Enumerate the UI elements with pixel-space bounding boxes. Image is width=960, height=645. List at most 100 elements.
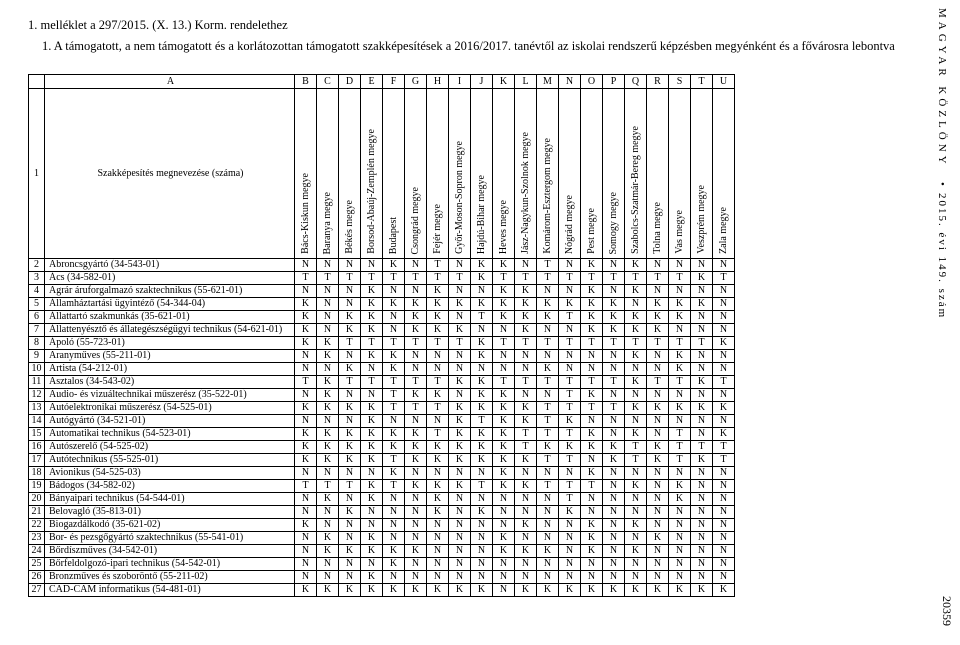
value-cell: K (361, 324, 383, 337)
col-letter: B (295, 75, 317, 89)
value-cell: T (493, 337, 515, 350)
value-cell: K (295, 428, 317, 441)
value-cell: K (339, 402, 361, 415)
value-cell: K (713, 584, 735, 597)
value-cell: K (383, 259, 405, 272)
value-cell: K (317, 493, 339, 506)
value-cell: K (471, 376, 493, 389)
value-cell: N (427, 571, 449, 584)
value-cell: N (603, 363, 625, 376)
value-cell: K (405, 584, 427, 597)
value-cell: N (405, 519, 427, 532)
value-cell: N (669, 259, 691, 272)
value-cell: N (361, 467, 383, 480)
value-cell: N (559, 324, 581, 337)
value-cell: K (537, 584, 559, 597)
value-cell: N (493, 519, 515, 532)
value-cell: K (647, 311, 669, 324)
qualification-name: Autógyártó (34-521-01) (45, 415, 295, 428)
value-cell: K (405, 454, 427, 467)
value-cell: K (361, 285, 383, 298)
value-cell: N (603, 558, 625, 571)
value-cell: T (625, 441, 647, 454)
value-cell: K (669, 298, 691, 311)
value-cell: K (405, 428, 427, 441)
value-cell: T (295, 376, 317, 389)
value-cell: N (691, 415, 713, 428)
qualification-name: Autóelektronikai műszerész (54-525-01) (45, 402, 295, 415)
qualification-name: Abroncsgyártó (34-543-01) (45, 259, 295, 272)
value-cell: N (339, 519, 361, 532)
value-cell: T (361, 272, 383, 285)
value-cell: K (361, 350, 383, 363)
value-cell: K (339, 454, 361, 467)
value-cell: K (339, 441, 361, 454)
value-cell: N (471, 519, 493, 532)
col-letter: G (405, 75, 427, 89)
value-cell: K (471, 272, 493, 285)
value-cell: N (669, 467, 691, 480)
value-cell: N (295, 259, 317, 272)
table-row: 15Automatikai technikus (54-523-01)KKKKK… (29, 428, 735, 441)
table-row: 16Autószerelő (54-525-02)KKKKKKKKKKTKKKK… (29, 441, 735, 454)
value-cell: K (647, 441, 669, 454)
value-cell: N (295, 415, 317, 428)
value-cell: T (471, 415, 493, 428)
value-cell: N (515, 363, 537, 376)
col-letter: K (493, 75, 515, 89)
col-header: Fejér megye (432, 204, 444, 254)
value-cell: K (449, 480, 471, 493)
value-cell: N (361, 558, 383, 571)
value-cell: K (581, 519, 603, 532)
value-cell: N (449, 350, 471, 363)
value-cell: K (427, 298, 449, 311)
value-cell: T (339, 272, 361, 285)
value-cell: K (493, 532, 515, 545)
value-cell: N (537, 324, 559, 337)
qualification-name: CAD-CAM informatikus (54-481-01) (45, 584, 295, 597)
value-cell: N (625, 389, 647, 402)
col-header: Baranya megye (322, 192, 334, 254)
value-cell: K (317, 337, 339, 350)
value-cell: N (383, 415, 405, 428)
value-cell: N (603, 467, 625, 480)
value-cell: N (647, 519, 669, 532)
value-cell: N (625, 493, 647, 506)
value-cell: N (559, 363, 581, 376)
value-cell: N (317, 324, 339, 337)
col-header: Tolna megye (652, 202, 664, 254)
value-cell: N (515, 350, 537, 363)
value-cell: K (603, 311, 625, 324)
value-cell: K (427, 324, 449, 337)
value-cell: N (669, 506, 691, 519)
value-cell: K (515, 454, 537, 467)
value-cell: K (317, 428, 339, 441)
value-cell: K (339, 584, 361, 597)
value-cell: N (647, 545, 669, 558)
value-cell: N (449, 532, 471, 545)
value-cell: K (581, 311, 603, 324)
col-letter: R (647, 75, 669, 89)
value-cell: K (383, 584, 405, 597)
value-cell: K (383, 428, 405, 441)
value-cell: N (471, 285, 493, 298)
value-cell: N (603, 259, 625, 272)
value-cell: N (427, 363, 449, 376)
value-cell: N (713, 558, 735, 571)
value-cell: K (427, 493, 449, 506)
value-cell: K (317, 376, 339, 389)
qualification-name: Bányaipari technikus (54-544-01) (45, 493, 295, 506)
value-cell: K (559, 441, 581, 454)
value-cell: T (559, 311, 581, 324)
col-header: Bács-Kiskun megye (300, 173, 312, 254)
value-cell: N (515, 571, 537, 584)
value-cell: N (669, 285, 691, 298)
value-cell: N (647, 480, 669, 493)
value-cell: K (361, 532, 383, 545)
value-cell: K (405, 480, 427, 493)
value-cell: T (625, 337, 647, 350)
value-cell: N (603, 532, 625, 545)
value-cell: T (515, 441, 537, 454)
value-cell: K (449, 402, 471, 415)
side-margin-text: MAGYAR KÖZLÖNY • 2015. évi 149. szám (930, 8, 954, 628)
